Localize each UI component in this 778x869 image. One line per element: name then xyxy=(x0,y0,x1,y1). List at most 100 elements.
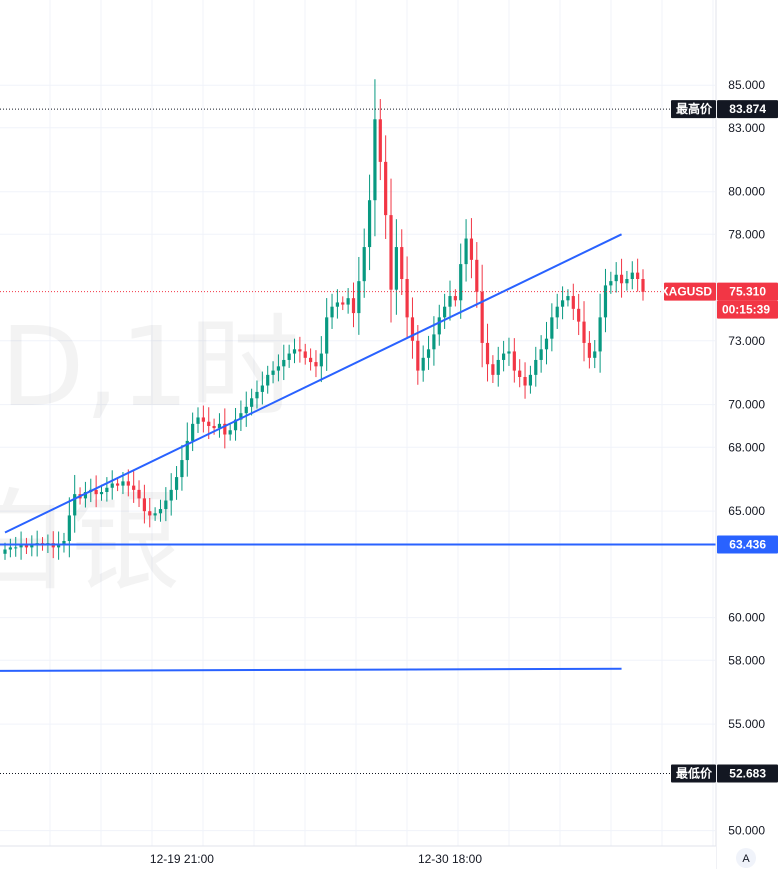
candle-body xyxy=(475,259,479,292)
symbol-badge: XAGUSD xyxy=(661,285,713,299)
watermark: SD,1时 白银 xyxy=(0,303,299,606)
support-line[interactable] xyxy=(0,667,622,672)
candle-body xyxy=(636,272,640,280)
candle-body xyxy=(641,279,645,292)
x-tick-label: 12-19 21:00 xyxy=(150,852,214,866)
candle-body xyxy=(298,349,302,352)
candle-body xyxy=(132,485,136,490)
candle-body xyxy=(169,489,173,501)
candle-body xyxy=(24,545,29,548)
candle-body xyxy=(453,296,457,301)
candle-body xyxy=(148,511,152,516)
candle-body xyxy=(239,413,243,420)
auto-scale-label: A xyxy=(742,853,750,865)
high-value-badge-bg xyxy=(717,100,778,119)
trend-line[interactable] xyxy=(4,233,622,534)
candle-body xyxy=(566,296,570,301)
candle-body xyxy=(389,215,393,290)
candle-body xyxy=(282,359,286,367)
candle-body xyxy=(83,492,88,499)
candle-body xyxy=(351,298,356,314)
candle-body xyxy=(223,423,227,435)
candle-body xyxy=(512,351,516,371)
candle-body xyxy=(260,385,264,392)
candle-body xyxy=(625,279,629,284)
candle-body xyxy=(378,119,382,162)
candle-body xyxy=(94,489,98,495)
candle-body xyxy=(244,406,248,414)
candle-body xyxy=(185,440,189,461)
candle-body xyxy=(362,247,366,282)
y-tick-label: 55.000 xyxy=(728,717,765,731)
candle-body xyxy=(164,500,168,510)
auto-scale-button[interactable] xyxy=(736,848,756,868)
low-value-badge-bg xyxy=(717,764,778,783)
candle-body xyxy=(507,351,511,354)
high-label-badge: 最高价 xyxy=(676,101,713,116)
candle-body xyxy=(287,353,291,360)
candle-body xyxy=(341,302,345,305)
candle-body xyxy=(266,374,270,386)
candle-body xyxy=(303,351,307,358)
high-label-badge-bg xyxy=(671,100,716,119)
candle-body xyxy=(99,492,104,495)
price-axis-bg xyxy=(716,0,778,869)
candle-body xyxy=(233,419,238,431)
candle-body xyxy=(126,481,130,486)
candle-body xyxy=(619,274,624,284)
candle-body xyxy=(325,317,329,354)
low-value-badge: 52.683 xyxy=(729,767,766,781)
candle-body xyxy=(367,200,372,248)
candle-body xyxy=(73,494,77,516)
badges: 最高价 83.874 最低价 52.683 XAGUSD 75.310 00:15:39 63… xyxy=(661,100,778,783)
candle-body xyxy=(212,425,216,429)
candle-body xyxy=(276,366,281,371)
candle-body xyxy=(491,364,495,375)
countdown-badge-bg xyxy=(717,300,778,319)
candle-body xyxy=(630,272,634,280)
candle-body xyxy=(464,238,468,265)
candle-body xyxy=(480,291,484,343)
symbol-badge-bg xyxy=(664,282,716,301)
candle-body xyxy=(142,498,146,512)
y-tick-label: 83.000 xyxy=(728,121,765,135)
candle-body xyxy=(614,274,618,282)
candle-body xyxy=(502,353,506,360)
candle-body xyxy=(115,483,120,486)
candle-body xyxy=(62,540,66,546)
candle-body xyxy=(410,317,415,341)
y-tick-label: 58.000 xyxy=(728,653,765,667)
y-tick-label: 70.000 xyxy=(728,398,765,412)
candle-body xyxy=(587,342,591,358)
candle-body xyxy=(416,340,420,371)
candle-body xyxy=(448,296,452,307)
candle-body xyxy=(523,376,527,386)
candle-body xyxy=(30,545,34,548)
candle-body xyxy=(593,351,597,358)
y-tick-label: 68.000 xyxy=(728,440,765,454)
candle-body xyxy=(539,349,543,360)
candle-body xyxy=(335,302,340,307)
candle-body xyxy=(550,317,554,339)
low-label-badge-bg xyxy=(671,764,716,783)
watermark-line-1: SD,1时 xyxy=(0,303,299,431)
candle-body xyxy=(271,370,275,375)
candle-body xyxy=(174,477,179,490)
level-value-badge: 63.436 xyxy=(729,537,766,551)
candle-body xyxy=(560,300,565,307)
low-label-badge: 最低价 xyxy=(676,766,713,781)
candle-body xyxy=(153,513,157,516)
candle-body xyxy=(603,285,608,318)
candle-body xyxy=(384,161,388,216)
y-tick-label: 85.000 xyxy=(728,78,765,92)
candle-body xyxy=(207,421,211,426)
candle-body xyxy=(421,357,425,371)
countdown-badge: 00:15:39 xyxy=(722,303,770,317)
candle-body xyxy=(571,296,575,309)
candle-body xyxy=(201,417,205,422)
candle-body xyxy=(292,349,297,354)
candle-body xyxy=(228,430,232,435)
candles xyxy=(3,79,645,560)
y-tick-label: 78.000 xyxy=(728,227,765,241)
